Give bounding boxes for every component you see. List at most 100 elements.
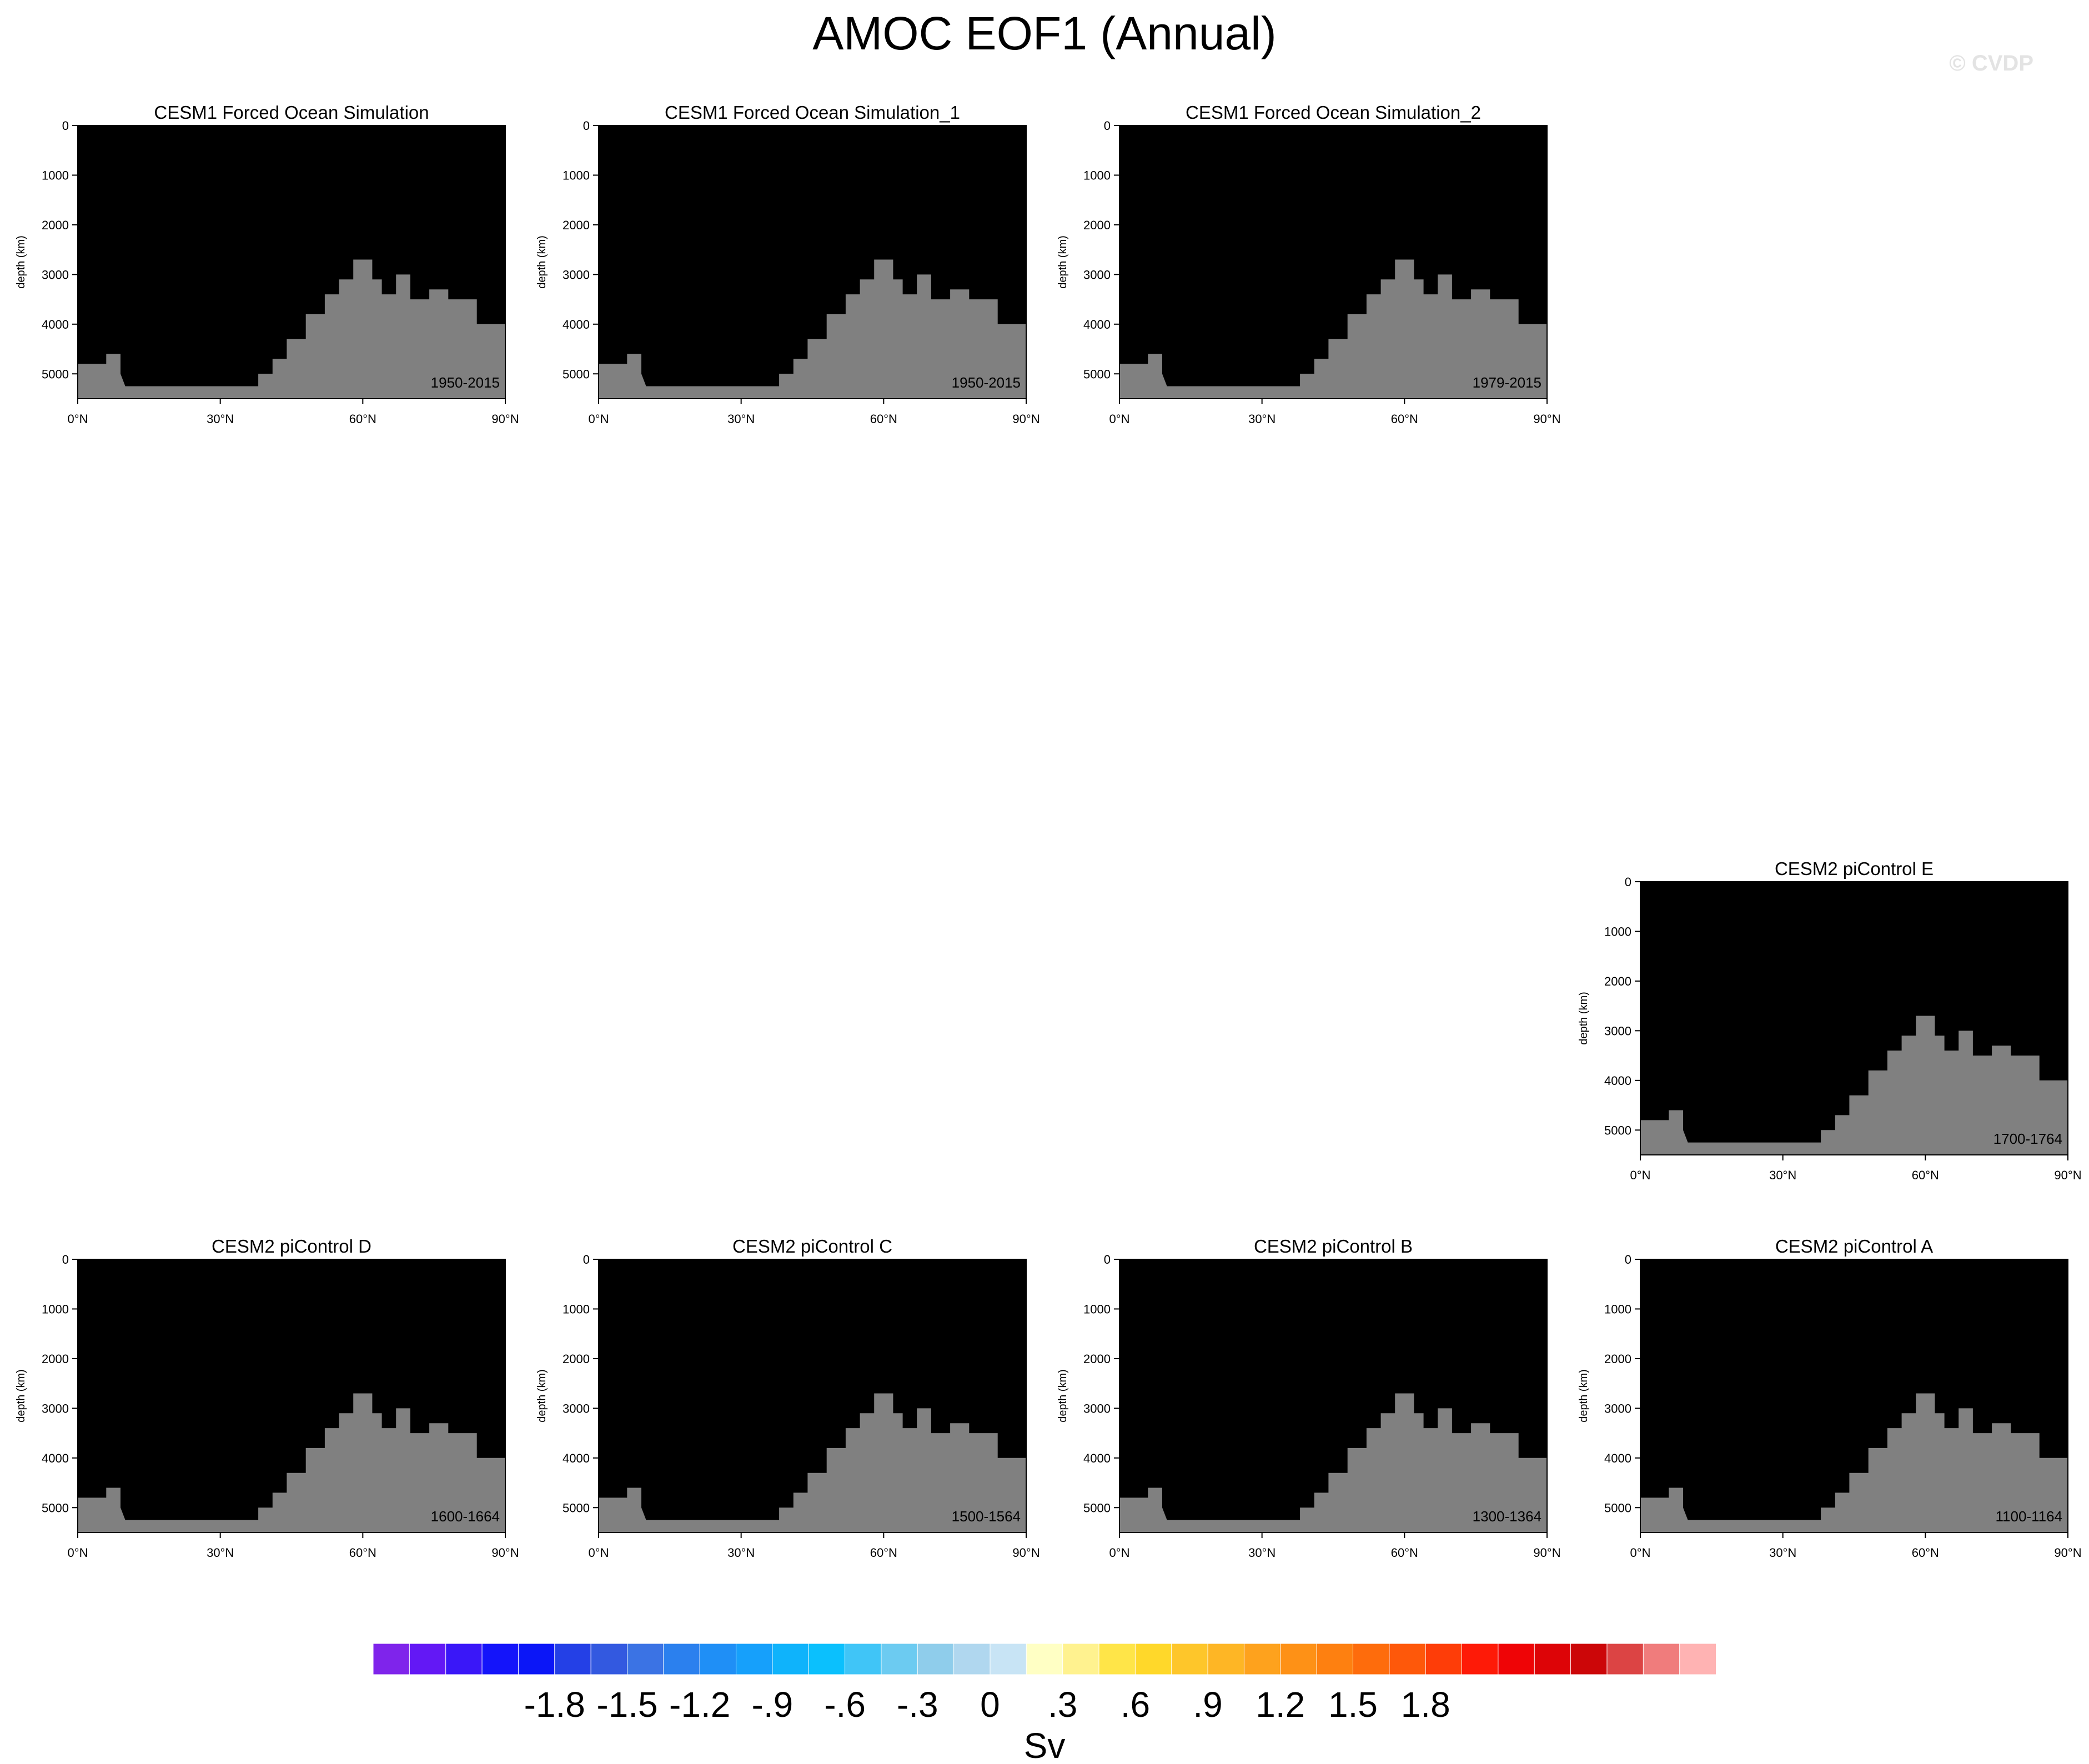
field-cell [869,144,877,151]
field-cell [919,138,927,145]
field-cell [691,268,699,275]
field-cell [605,249,614,257]
field-cell [776,330,785,337]
field-cell [184,355,192,362]
field-cell [220,380,228,387]
field-cell [905,200,913,207]
field-cell [612,181,621,188]
field-cell [142,249,149,257]
field-cell [770,181,777,188]
field-cell [199,343,207,350]
field-cell [862,243,870,250]
field-cell [134,150,143,157]
field-cell [277,262,285,269]
field-cell [784,336,792,343]
field-cell [947,274,956,282]
field-cell [641,169,649,176]
field-cell [377,218,385,225]
field-cell [249,343,257,350]
field-cell [149,125,157,132]
field-cell [313,144,320,151]
field-cell [184,231,192,238]
field-cell [263,318,271,325]
field-cell [826,262,835,269]
field-cell [455,218,463,225]
field-cell [770,206,777,213]
field-cell [955,181,963,188]
field-cell [170,138,178,145]
field-cell [684,249,692,257]
field-cell [177,311,185,319]
field-cell [220,237,228,244]
field-cell [876,169,884,176]
field-cell [776,144,785,151]
field-cell [784,125,792,132]
field-cell [848,125,856,132]
field-cell [455,187,463,194]
field-cell [691,324,699,331]
field-cell [192,206,199,213]
field-cell [926,206,934,213]
field-cell [798,206,806,213]
field-cell [242,132,249,138]
field-cell [448,200,456,207]
field-cell [933,262,941,269]
field-cell [242,255,249,263]
field-cell [348,187,356,194]
field-cell [770,380,777,387]
field-cell [933,231,941,238]
field-cell [469,194,478,200]
field-cell [426,150,435,157]
field-cell [869,274,877,282]
field-cell [255,330,264,337]
field-cell [762,293,770,300]
field-cell [855,138,863,145]
field-cell [855,262,863,269]
field-cell [655,368,664,374]
field-cell [670,181,677,188]
field-cell [242,181,249,188]
field-cell [819,305,827,313]
field-cell [684,361,692,368]
field-cell [142,287,149,294]
field-cell [120,343,128,350]
field-cell [926,194,934,200]
field-cell [78,181,86,188]
field-cell [92,268,100,275]
field-cell [648,280,656,288]
field-cell [441,218,449,225]
field-cell [947,187,956,194]
field-cell [670,163,677,169]
field-cell [120,249,128,257]
field-cell [776,194,785,200]
field-cell [498,299,506,306]
field-cell [277,144,285,151]
field-cell [947,231,956,238]
field-cell [92,305,100,313]
field-cell [648,243,656,250]
field-cell [184,200,192,207]
field-cell [292,280,299,288]
field-cell [142,324,149,331]
field-cell [413,206,420,213]
field-cell [92,262,100,269]
field-cell [848,224,856,232]
field-cell [184,280,192,288]
field-cell [355,206,363,213]
field-cell [670,144,677,151]
field-cell [142,163,149,169]
field-cell [355,181,363,188]
field-cell [255,311,264,319]
field-cell [648,169,656,176]
field-cell [263,163,271,169]
field-cell [898,144,906,151]
field-cell [848,268,856,275]
field-cell [734,224,742,232]
field-cell [755,343,763,350]
field-cell [134,355,143,362]
field-cell [99,169,107,176]
field-cell [805,156,813,163]
field-cell [791,169,799,176]
field-cell [919,200,927,207]
field-cell [926,144,934,151]
